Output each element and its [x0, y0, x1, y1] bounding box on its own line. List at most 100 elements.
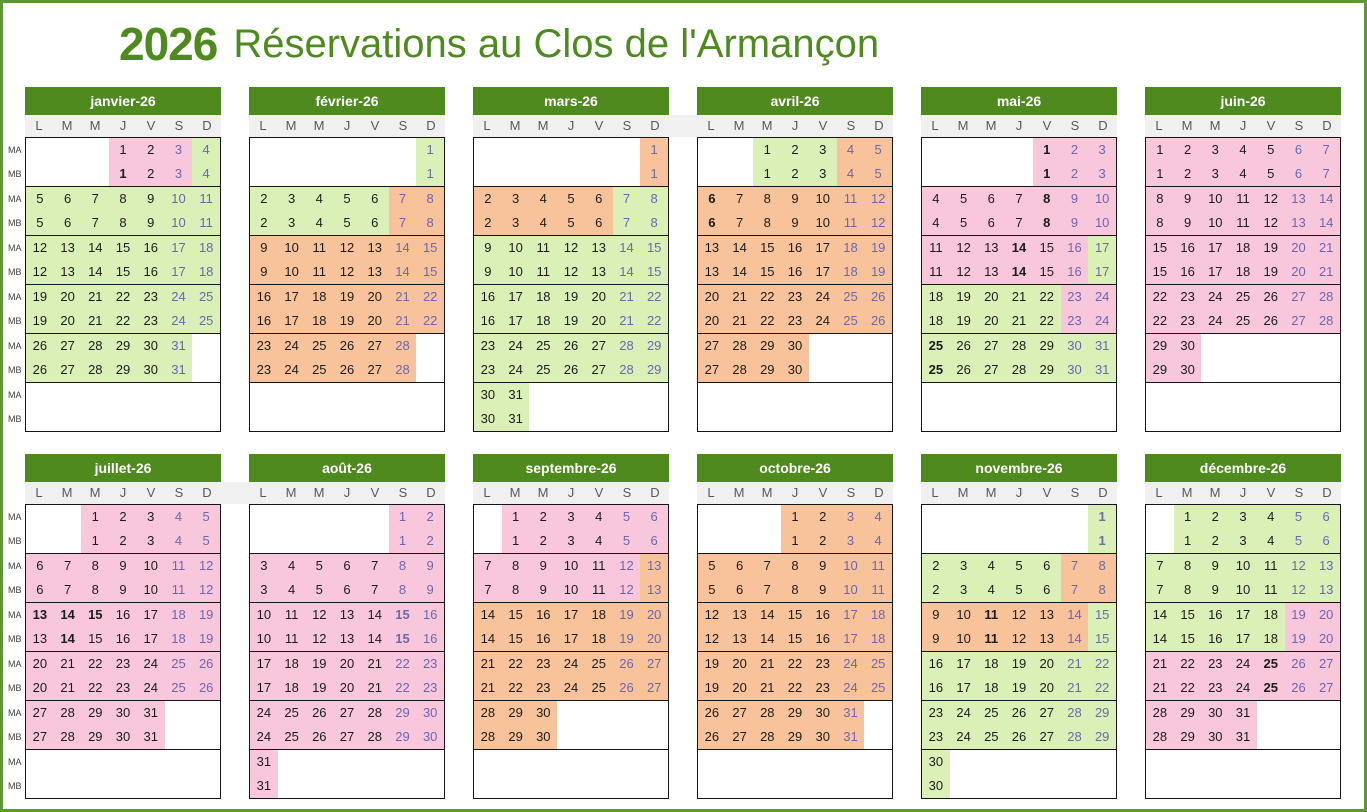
day-cell[interactable]: 1	[781, 529, 809, 553]
day-cell[interactable]	[864, 701, 892, 725]
day-cell[interactable]: 16	[529, 627, 558, 651]
day-cell[interactable]	[781, 750, 809, 774]
day-cell[interactable]: 28	[388, 358, 417, 382]
day-cell[interactable]: 19	[305, 676, 334, 700]
day-cell[interactable]: 1	[1032, 162, 1061, 186]
day-cell[interactable]	[753, 407, 781, 431]
day-cell[interactable]: 27	[333, 725, 361, 749]
day-cell[interactable]: 6	[698, 211, 726, 235]
day-cell[interactable]: 19	[1256, 236, 1285, 260]
day-cell[interactable]: 25	[836, 309, 865, 333]
day-cell[interactable]: 7	[388, 211, 417, 235]
day-cell[interactable]: 28	[753, 725, 782, 749]
day-cell[interactable]: 12	[949, 236, 978, 260]
day-cell[interactable]: 14	[725, 260, 754, 284]
day-cell[interactable]: 25	[164, 652, 193, 676]
day-cell[interactable]: 17	[1088, 260, 1117, 284]
day-cell[interactable]	[1061, 383, 1089, 407]
day-cell[interactable]: 11	[192, 211, 221, 235]
day-cell[interactable]: 24	[1088, 285, 1117, 309]
day-cell[interactable]	[613, 138, 641, 162]
day-cell[interactable]	[333, 774, 361, 798]
day-cell[interactable]: 17	[949, 676, 978, 700]
day-cell[interactable]: 13	[1312, 554, 1341, 578]
day-cell[interactable]: 5	[26, 211, 54, 235]
day-cell[interactable]: 20	[698, 309, 726, 333]
day-cell[interactable]: 18	[529, 309, 558, 333]
day-cell[interactable]: 7	[388, 187, 417, 211]
day-cell[interactable]: 26	[1005, 701, 1033, 725]
day-cell[interactable]	[950, 383, 978, 407]
day-cell[interactable]: 22	[753, 285, 782, 309]
day-cell[interactable]: 8	[753, 187, 782, 211]
day-cell[interactable]	[1257, 774, 1285, 798]
day-cell[interactable]: 25	[305, 334, 334, 358]
day-cell[interactable]: 27	[1032, 701, 1061, 725]
day-cell[interactable]	[1061, 774, 1089, 798]
day-cell[interactable]: 9	[781, 211, 809, 235]
day-cell[interactable]: 3	[501, 187, 530, 211]
day-cell[interactable]	[1146, 383, 1174, 407]
day-cell[interactable]	[837, 383, 865, 407]
day-cell[interactable]: 16	[1201, 627, 1230, 651]
day-cell[interactable]: 20	[1312, 603, 1341, 627]
day-cell[interactable]: 16	[922, 652, 950, 676]
day-cell[interactable]	[613, 383, 641, 407]
day-cell[interactable]: 26	[557, 358, 585, 382]
day-cell[interactable]: 21	[388, 285, 417, 309]
day-cell[interactable]: 21	[753, 652, 782, 676]
day-cell[interactable]: 25	[192, 309, 221, 333]
day-cell[interactable]: 26	[949, 358, 978, 382]
day-cell[interactable]: 9	[808, 554, 837, 578]
day-cell[interactable]: 16	[136, 260, 165, 284]
day-cell[interactable]	[502, 750, 530, 774]
day-cell[interactable]	[1005, 383, 1033, 407]
day-cell[interactable]: 25	[305, 358, 334, 382]
day-cell[interactable]: 3	[1201, 162, 1230, 186]
day-cell[interactable]: 9	[250, 236, 278, 260]
day-cell[interactable]: 27	[1312, 676, 1341, 700]
day-cell[interactable]: 7	[1146, 554, 1174, 578]
day-cell[interactable]: 29	[640, 358, 669, 382]
day-cell[interactable]: 25	[584, 676, 613, 700]
day-cell[interactable]	[474, 138, 502, 162]
day-cell[interactable]: 7	[1060, 578, 1089, 602]
day-cell[interactable]: 6	[333, 554, 361, 578]
day-cell[interactable]: 22	[416, 285, 445, 309]
day-cell[interactable]: 3	[557, 505, 585, 529]
day-cell[interactable]: 30	[1173, 334, 1202, 358]
day-cell[interactable]: 12	[612, 578, 641, 602]
day-cell[interactable]	[81, 407, 109, 431]
day-cell[interactable]	[416, 334, 444, 358]
day-cell[interactable]: 21	[81, 285, 110, 309]
day-cell[interactable]: 10	[277, 236, 306, 260]
day-cell[interactable]: 15	[501, 603, 530, 627]
day-cell[interactable]: 13	[1032, 603, 1061, 627]
day-cell[interactable]	[137, 383, 165, 407]
day-cell[interactable]: 18	[922, 309, 950, 333]
day-cell[interactable]: 18	[584, 603, 613, 627]
day-cell[interactable]: 2	[250, 187, 278, 211]
day-cell[interactable]	[837, 358, 865, 382]
day-cell[interactable]: 8	[640, 187, 669, 211]
day-cell[interactable]: 9	[1060, 187, 1089, 211]
day-cell[interactable]: 21	[1312, 236, 1341, 260]
day-cell[interactable]	[137, 750, 165, 774]
day-cell[interactable]: 6	[1312, 529, 1341, 553]
day-cell[interactable]: 10	[1088, 211, 1117, 235]
day-cell[interactable]: 7	[725, 211, 754, 235]
day-cell[interactable]	[26, 505, 54, 529]
day-cell[interactable]: 1	[640, 138, 669, 162]
day-cell[interactable]: 20	[360, 285, 389, 309]
day-cell[interactable]: 5	[305, 554, 334, 578]
day-cell[interactable]: 18	[164, 627, 193, 651]
day-cell[interactable]	[753, 750, 781, 774]
day-cell[interactable]: 30	[922, 774, 950, 798]
day-cell[interactable]: 25	[584, 652, 613, 676]
day-cell[interactable]: 27	[1032, 725, 1061, 749]
day-cell[interactable]: 22	[109, 309, 137, 333]
day-cell[interactable]	[474, 774, 502, 798]
day-cell[interactable]: 20	[1284, 260, 1313, 284]
day-cell[interactable]: 9	[109, 554, 137, 578]
day-cell[interactable]	[950, 407, 978, 431]
